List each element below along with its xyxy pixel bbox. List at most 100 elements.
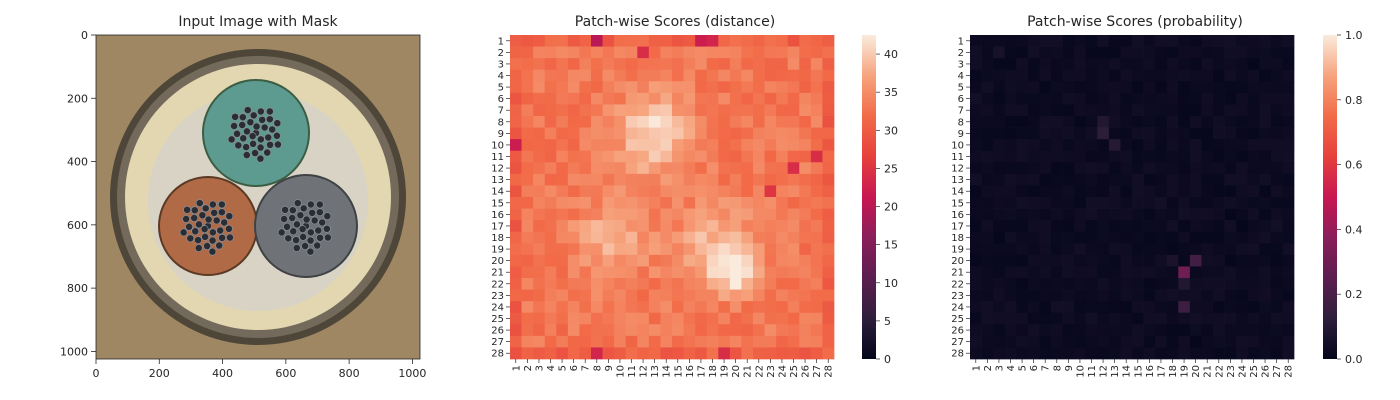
heatmap-cell <box>567 208 580 221</box>
heatmap-cell <box>1213 127 1225 140</box>
heatmap-cell <box>1039 69 1052 82</box>
heatmap-cell <box>741 58 754 71</box>
heatmap-cell <box>695 46 708 59</box>
heatmap-cell <box>1074 266 1087 279</box>
heatmap-cell <box>1166 185 1179 198</box>
heatmap-cell <box>776 278 789 290</box>
heatmap-cell <box>1247 243 1260 256</box>
heatmap-cell <box>602 116 615 128</box>
heatmap-cell <box>1224 162 1237 175</box>
heatmap-cell <box>637 289 650 302</box>
heatmap-cell <box>1108 185 1121 198</box>
heatmap-cell <box>1282 35 1295 47</box>
heatmap-cell <box>1236 254 1249 267</box>
heatmap-cell <box>1143 173 1156 186</box>
heatmap-cell <box>787 243 800 256</box>
heatmap-cell <box>1155 92 1168 105</box>
heatmap-cell <box>1178 278 1191 290</box>
heatmap-cell <box>1270 139 1283 152</box>
heatmap-cell <box>625 58 638 71</box>
heatmap-cell <box>648 278 661 290</box>
heatmap-cell <box>1189 289 1202 302</box>
heatmap-cell <box>822 127 835 140</box>
heatmap-cell <box>579 301 592 314</box>
heatmap-cell <box>718 46 731 59</box>
heatmap-cell <box>556 347 569 360</box>
heatmap-cell <box>1189 231 1202 244</box>
heatmap-cell <box>1143 139 1156 152</box>
heatmap-cell <box>1004 35 1017 47</box>
heatmap-cell <box>567 35 580 47</box>
heatmap-cell <box>1166 116 1179 128</box>
heatmap-cell <box>1224 324 1237 337</box>
heatmap-cell <box>510 81 522 94</box>
heatmap-cell <box>822 312 835 325</box>
heatmap-cell <box>1004 231 1017 244</box>
heatmap-col-label: 28 <box>1284 365 1295 378</box>
heatmap-cell <box>521 220 534 233</box>
heatmap-col-label: 8 <box>1052 365 1063 371</box>
heatmap-cell <box>521 116 534 128</box>
heatmap-cell <box>567 197 580 209</box>
heatmap-cell <box>614 312 627 325</box>
heatmap-cell <box>695 69 708 82</box>
heatmap-cell <box>556 278 569 290</box>
heatmap-cell <box>544 104 557 117</box>
heatmap-cell <box>660 278 673 290</box>
heatmap-cell <box>1051 347 1063 360</box>
heatmap-cell <box>683 46 696 59</box>
heatmap-cell <box>822 335 835 348</box>
heatmap-cell <box>544 301 557 314</box>
heatmap-cell <box>1155 35 1168 47</box>
colorbar-tick-label: 0.2 <box>1345 288 1363 301</box>
heatmap-cell <box>567 278 580 290</box>
heatmap-cell <box>1016 347 1029 360</box>
heatmap-cell <box>637 335 650 348</box>
heatmap-cell <box>1097 301 1110 314</box>
heatmap-row-label: 5 <box>498 83 504 94</box>
heatmap-cell <box>602 208 615 221</box>
heatmap-cell <box>741 104 754 117</box>
heatmap-cell <box>614 220 627 233</box>
heatmap-cell <box>683 312 696 325</box>
heatmap-col-label: 28 <box>824 365 835 378</box>
heatmap-cell <box>1085 69 1098 82</box>
heatmap-cell <box>1016 116 1029 128</box>
heatmap-cell <box>1213 35 1225 47</box>
heatmap-cell <box>993 116 1006 128</box>
heatmap-cell <box>1236 220 1249 233</box>
heatmap-cell <box>695 35 708 47</box>
heatmap-cell <box>799 162 812 175</box>
heatmap-cell <box>660 231 673 244</box>
heatmap-cell <box>637 347 650 360</box>
heatmap-cell <box>1085 347 1098 360</box>
heatmap-cell <box>1062 173 1075 186</box>
image-x-tick-label: 400 <box>212 367 233 380</box>
heatmap-cell <box>1016 173 1029 186</box>
heatmap-cell <box>1282 173 1295 186</box>
heatmap-cell <box>1236 46 1249 59</box>
heatmap-cell <box>1282 335 1295 348</box>
heatmap-cell <box>521 185 534 198</box>
heatmap-cell <box>556 150 569 163</box>
heatmap-cell <box>510 324 522 337</box>
heatmap-cell <box>695 335 708 348</box>
heatmap-cell <box>1132 197 1144 209</box>
heatmap-cell <box>591 324 603 337</box>
heatmap-cell <box>1085 127 1098 140</box>
heatmap-cell <box>810 162 823 175</box>
heatmap-cell <box>683 347 696 360</box>
heatmap-cell <box>810 278 823 290</box>
heatmap-cell <box>1224 58 1237 71</box>
heatmap-cell <box>1247 312 1260 325</box>
heatmap-cell <box>1120 81 1133 94</box>
heatmap-cell <box>660 116 673 128</box>
heatmap-cell <box>764 185 777 198</box>
heatmap-cell <box>787 35 800 47</box>
heatmap-cell <box>1178 104 1191 117</box>
heatmap-cell <box>1259 92 1272 105</box>
heatmap-cell <box>1120 289 1133 302</box>
heatmap-cell <box>1166 324 1179 337</box>
heatmap-cell <box>591 289 603 302</box>
heatmap-cell <box>1132 116 1144 128</box>
